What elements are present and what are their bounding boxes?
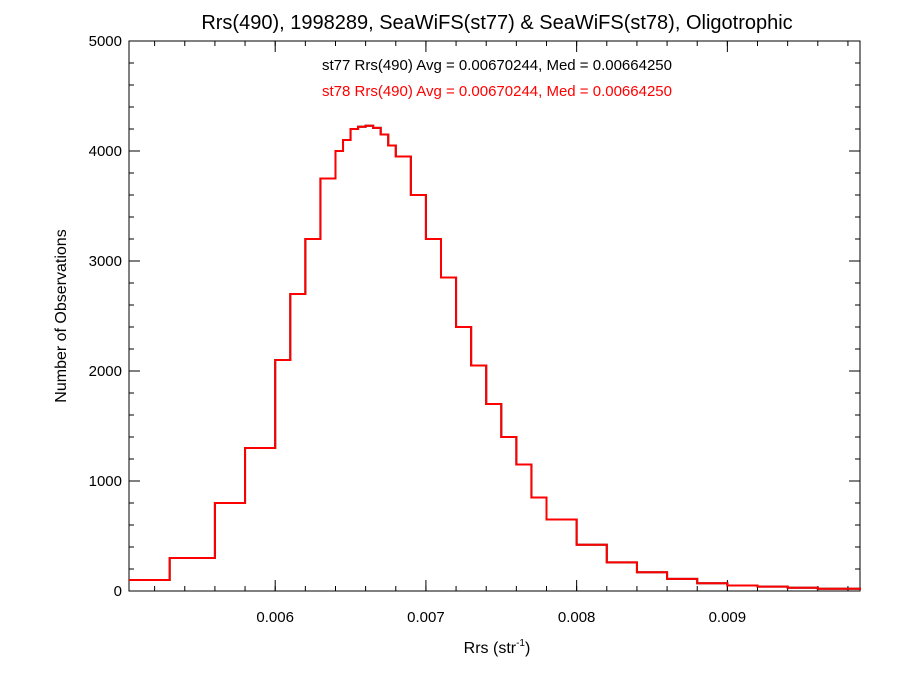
x-axis-label-sup: -1	[516, 638, 525, 649]
x-axis-label-main: Rrs (str	[464, 640, 517, 657]
series-st78-line	[129, 124, 861, 590]
plot-frame	[128, 40, 861, 592]
histogram-series	[129, 124, 861, 590]
y-axis-label: Number of Observations	[53, 229, 70, 402]
x-tick-label: 0.008	[558, 609, 596, 626]
x-tick-label: 0.006	[256, 609, 294, 626]
y-tick-label: 2000	[89, 363, 122, 380]
x-axis-label: Rrs (str-1)	[464, 638, 531, 657]
series-st77-line	[129, 124, 861, 590]
y-tick-label: 5000	[89, 33, 122, 50]
annotation-st77: st77 Rrs(490) Avg = 0.00670244, Med = 0.…	[322, 57, 672, 74]
x-axis-label-close: )	[525, 640, 530, 657]
x-tick-label: 0.009	[709, 609, 747, 626]
y-tick-label: 0	[114, 583, 122, 600]
annotation-st78: st78 Rrs(490) Avg = 0.00670244, Med = 0.…	[322, 83, 672, 100]
y-tick-label: 3000	[89, 253, 122, 270]
y-tick-label: 4000	[89, 143, 122, 160]
plot-axes: 0.006 0.007 0.008 0.009 0 1000 2000 3000 4000 500…	[89, 33, 861, 626]
chart-title: Rrs(490), 1998289, SeaWiFS(st77) & SeaWi…	[201, 12, 792, 34]
x-tick-label: 0.007	[407, 609, 445, 626]
y-tick-label: 1000	[89, 473, 122, 490]
